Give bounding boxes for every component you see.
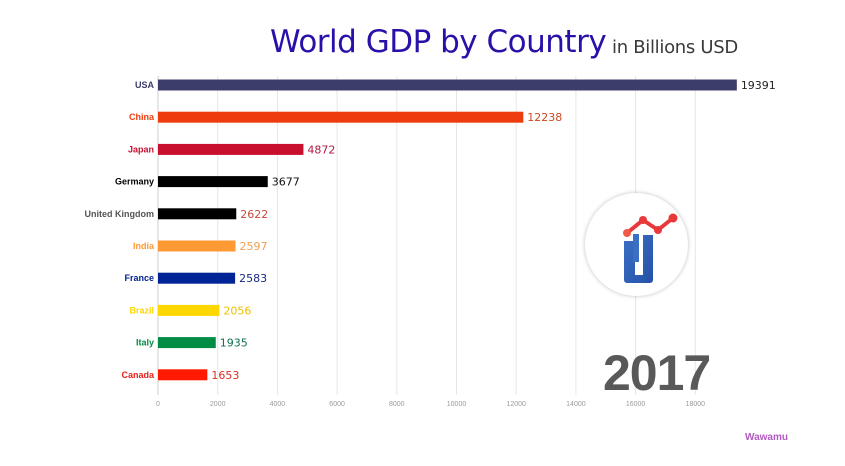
x-tick-label: 18000 — [686, 401, 706, 408]
x-tick-label: 4000 — [270, 401, 286, 408]
watermark: Wawamu — [745, 432, 788, 443]
category-label: India — [133, 241, 155, 251]
category-label: Canada — [121, 370, 155, 380]
year-label: 2017 — [603, 345, 711, 401]
bar-chart-trend-logo-icon — [623, 213, 678, 283]
x-tick-label: 8000 — [389, 401, 405, 408]
value-label: 3677 — [272, 176, 300, 189]
x-tick-label: 12000 — [506, 401, 526, 408]
value-label: 1935 — [220, 337, 248, 350]
value-label: 1653 — [211, 369, 239, 382]
bar — [158, 369, 208, 381]
value-label: 2583 — [239, 272, 267, 285]
value-label: 2056 — [223, 304, 251, 317]
category-label: Italy — [136, 338, 154, 348]
category-label: Germany — [115, 177, 154, 187]
value-label: 2622 — [240, 208, 268, 221]
category-labels: USA China Japan Germany United Kingdom India F… — [85, 80, 155, 380]
x-tick-label: 16000 — [626, 401, 646, 408]
value-label: 12238 — [527, 111, 562, 124]
value-labels: 19391 12238 4872 3677 2622 2597 2583 2056 1935 16… — [211, 79, 775, 382]
value-label: 4872 — [307, 143, 335, 156]
bars — [158, 79, 737, 381]
x-tick-label: 6000 — [329, 401, 345, 408]
category-label: United Kingdom — [85, 209, 155, 219]
bar — [158, 240, 236, 252]
x-tick-label: 10000 — [447, 401, 467, 408]
bar — [158, 143, 304, 155]
category-label: France — [124, 273, 154, 283]
category-label: Japan — [128, 144, 154, 154]
category-label: USA — [135, 80, 155, 90]
bar — [158, 337, 216, 349]
bar — [158, 111, 524, 123]
x-tick-label: 0 — [156, 401, 160, 408]
x-axis-ticks: 0 2000 4000 6000 8000 10000 12000 14000 16000 180… — [156, 401, 705, 408]
bar — [158, 208, 237, 220]
bar — [158, 176, 268, 188]
bar — [158, 304, 220, 316]
category-label: China — [129, 112, 155, 122]
value-label: 19391 — [741, 79, 776, 92]
chart-subtitle: in Billions USD — [612, 37, 738, 58]
x-tick-label: 14000 — [566, 401, 586, 408]
bar — [158, 79, 737, 91]
bar — [158, 272, 236, 284]
logo — [585, 193, 688, 296]
category-label: Brazil — [129, 305, 154, 315]
value-label: 2597 — [240, 240, 268, 253]
chart-title: World GDP by Country — [270, 24, 607, 60]
x-tick-label: 2000 — [210, 401, 226, 408]
